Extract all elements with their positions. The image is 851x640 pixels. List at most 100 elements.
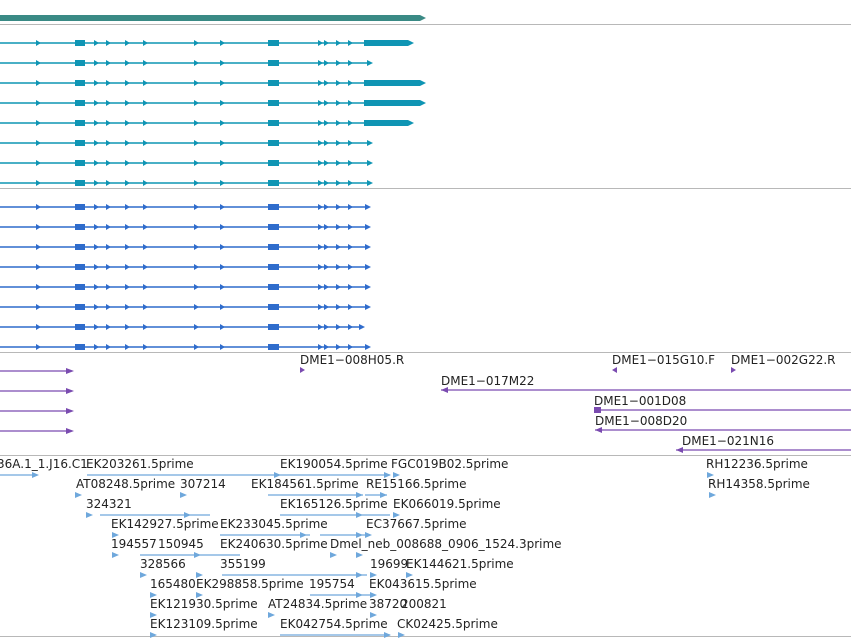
est-feature[interactable] [356,552,363,558]
est-feature[interactable] [180,492,187,498]
est-feature[interactable] [140,572,147,578]
est-feature[interactable] [330,552,337,558]
est-feature[interactable] [112,552,119,558]
est-label: EK144621.5prime [406,557,514,571]
est-label: 355199 [220,557,266,571]
est-label: EK165126.5prime [280,497,388,511]
transcript-row[interactable] [0,324,365,330]
est-label: EC37667.5prime [366,517,467,531]
transcript-row[interactable] [0,180,373,186]
clone-label: DME1−015G10.F [612,353,715,367]
est-feature[interactable] [75,492,82,498]
transcript-row[interactable] [0,204,371,210]
est-label: FGC019B02.5prime [391,457,508,471]
est-feature[interactable] [150,592,157,598]
est-label: EK042754.5prime [280,617,388,631]
est-feature[interactable] [365,532,372,538]
est-track [0,472,716,638]
est-label: 200821 [401,597,447,611]
clone-feature[interactable]: DME1−017M22 [441,374,851,393]
clone-feature[interactable]: DME1−008H05.R [300,353,404,373]
est-feature[interactable] [196,592,203,598]
clone-feature[interactable]: DME1−001D08 [594,394,851,413]
clone-feature[interactable]: DME1−015G10.F [612,353,715,373]
gene-span-bar[interactable] [0,15,426,21]
est-feature[interactable] [86,512,93,518]
est-feature[interactable] [87,472,281,478]
est-label: EK190054.5prime [280,457,388,471]
est-label: RH14358.5prime [708,477,810,491]
transcript-row[interactable] [0,100,426,106]
est-feature[interactable] [320,532,365,538]
transcript-row[interactable] [0,264,371,270]
clone-left-feature[interactable] [0,428,74,434]
clone-left-feature[interactable] [0,388,74,394]
clone-label: DME1−002G22.R [731,353,836,367]
est-feature[interactable] [100,512,210,518]
est-label: 194557 [111,537,157,551]
transcript-row[interactable] [0,80,426,86]
est-feature[interactable] [393,472,400,478]
est-feature[interactable] [280,512,390,518]
clone-label: DME1−008H05.R [300,353,404,367]
clone-left-feature[interactable] [0,408,74,414]
transcript-track [0,40,426,350]
est-feature[interactable] [310,592,370,598]
est-label: 324321 [86,497,132,511]
est-feature[interactable] [112,532,119,538]
est-label: 195754 [309,577,355,591]
clone-label: DME1−008D20 [595,414,687,428]
est-label: EK043615.5prime [369,577,477,591]
transcript-row[interactable] [0,160,373,166]
clone-feature[interactable]: DME1−021N16 [676,434,851,453]
est-feature[interactable] [393,512,400,518]
est-feature[interactable] [268,612,275,618]
est-feature[interactable] [709,492,716,498]
transcript-row[interactable] [0,40,414,46]
est-feature[interactable] [280,632,391,638]
clone-feature[interactable]: DME1−002G22.R [731,353,836,373]
est-feature[interactable] [268,492,363,498]
est-feature[interactable] [280,472,391,478]
est-label: EK203261.5prime [86,457,194,471]
est-label: EK121930.5prime [150,597,258,611]
est-feature[interactable] [370,592,377,598]
est-feature[interactable] [150,632,157,638]
est-feature[interactable] [707,472,714,478]
est-label: 38720 [369,597,407,611]
est-feature[interactable] [196,572,203,578]
est-label: EK298858.5prime [196,577,304,591]
est-feature[interactable] [365,492,387,498]
est-label: AT24834.5prime [268,597,367,611]
est-label: 19699 [370,557,408,571]
est-feature[interactable] [370,612,377,618]
est-label: EK123109.5prime [150,617,258,631]
est-feature[interactable] [150,612,157,618]
est-feature[interactable] [222,572,367,578]
transcript-row[interactable] [0,140,373,146]
est-feature[interactable] [398,632,405,638]
est-feature[interactable] [220,532,310,538]
transcript-row[interactable] [0,224,371,230]
transcript-row[interactable] [0,120,414,126]
clone-track: DME1−008H05.R DME1−015G10.F DME1−002G22.R D… [0,353,851,453]
est-label: AT08248.5prime [76,477,175,491]
transcript-row[interactable] [0,60,373,66]
transcript-row[interactable] [0,284,371,290]
est-label: EK233045.5prime [220,517,328,531]
clone-left-feature[interactable] [0,368,74,374]
est-label: 150945 [158,537,204,551]
est-feature[interactable] [140,552,240,558]
est-label: 328566 [140,557,186,571]
transcript-row[interactable] [0,304,371,310]
est-feature[interactable] [370,572,377,578]
est-label: EK184561.5prime [251,477,359,491]
clone-label: DME1−021N16 [682,434,774,448]
transcript-row[interactable] [0,344,371,350]
est-feature[interactable] [0,472,39,478]
est-feature[interactable] [406,572,413,578]
clone-feature[interactable]: DME1−008D20 [595,414,851,433]
transcript-row[interactable] [0,244,371,250]
est-label: RE15166.5prime [366,477,467,491]
